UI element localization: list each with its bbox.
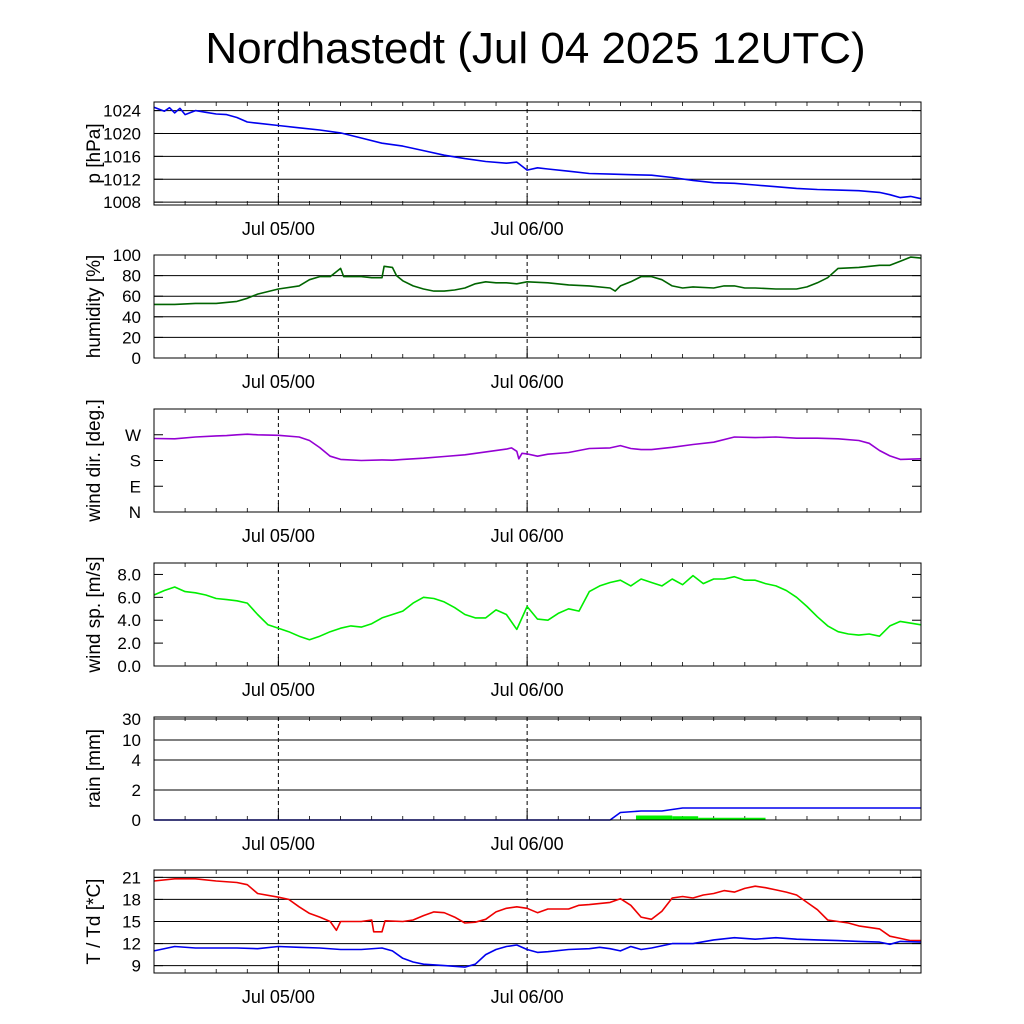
y-tick-label: S [130,452,141,471]
x-tick-label: Jul 06/00 [491,372,564,392]
x-tick-label: Jul 05/00 [242,219,315,239]
y-axis-label: T / Td [*C] [84,879,105,965]
y-tick-label: 1008 [103,193,141,212]
y-axis-label: humidity [%] [84,255,105,358]
y-tick-label: 6.0 [117,588,141,607]
y-tick-label: 4.0 [117,611,141,630]
y-tick-label: 8.0 [117,565,141,584]
y-tick-label: 9 [132,957,141,976]
y-tick-label: 30 [122,710,141,729]
y-tick-label: 21 [122,868,141,887]
x-tick-label: Jul 06/00 [491,834,564,854]
series-line-0 [154,256,922,306]
series-line-0 [153,106,922,200]
y-axis-label: rain [mm] [84,729,105,808]
y-axis-label: wind sp. [m/s] [84,556,105,673]
panel-frame [153,408,922,513]
panel-frame [153,562,922,667]
y-tick-label: 20 [122,328,141,347]
x-tick-label: Jul 06/00 [491,680,564,700]
panel-frame [153,254,922,359]
y-tick-label: N [129,503,141,522]
y-tick-label: E [130,477,141,496]
y-tick-label: 12 [122,935,141,954]
y-tick-label: 40 [122,308,141,327]
x-tick-label: Jul 05/00 [242,526,315,546]
series-line-accumulated-rain [154,807,921,821]
rain-bar [635,815,673,820]
y-tick-label: 10 [122,731,141,750]
x-tick-label: Jul 05/00 [242,834,315,854]
series-line-td [153,936,922,968]
y-tick-label: 0 [132,811,141,830]
y-tick-label: 1024 [103,102,141,121]
x-tick-label: Jul 06/00 [491,526,564,546]
y-axis-label: p [hPa] [84,123,105,183]
y-tick-label: 18 [122,890,141,909]
rain-bar [698,817,766,820]
y-tick-label: 4 [132,751,141,770]
y-tick-label: 1020 [103,124,141,143]
y-tick-label: 0 [132,349,141,368]
y-tick-label: 80 [122,267,141,286]
panel-frame [153,101,922,206]
series-line-t [153,878,921,942]
chart-title: Nordhastedt (Jul 04 2025 12UTC) [205,24,866,73]
panel-frame [153,869,922,974]
rain-bar [672,816,699,820]
y-tick-label: 2.0 [117,634,141,653]
x-tick-label: Jul 05/00 [242,372,315,392]
series-line-0 [153,574,922,641]
x-tick-label: Jul 06/00 [491,219,564,239]
panel-frame [153,716,922,821]
y-tick-label: 1012 [103,170,141,189]
x-tick-label: Jul 05/00 [242,680,315,700]
x-tick-label: Jul 05/00 [242,987,315,1007]
y-tick-label: 1016 [103,147,141,166]
y-tick-label: 60 [122,287,141,306]
y-axis-label: wind dir. [deg.] [84,399,105,523]
y-tick-label: 0.0 [117,657,141,676]
y-tick-label: 15 [122,913,141,932]
series-line-0 [153,433,922,462]
y-tick-label: 100 [113,246,141,265]
x-tick-label: Jul 06/00 [491,987,564,1007]
y-tick-label: W [125,426,141,445]
y-tick-label: 2 [132,781,141,800]
